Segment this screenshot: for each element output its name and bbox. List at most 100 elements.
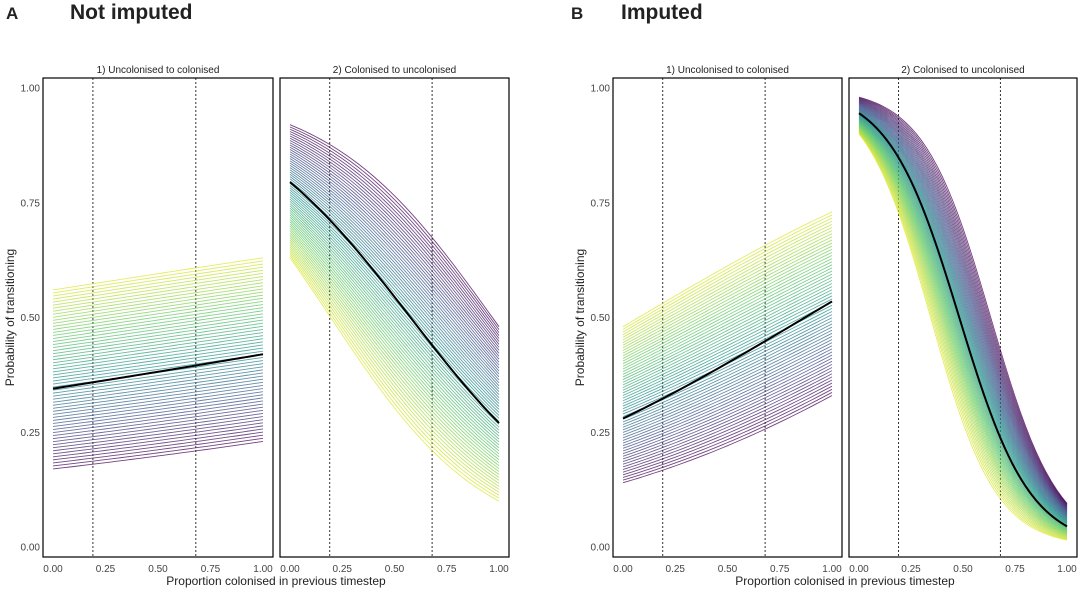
facet-strip-label: 2) Colonised to uncolonised <box>901 65 1024 76</box>
ensemble-line <box>858 102 1068 510</box>
ensemble-line <box>52 319 264 352</box>
ensemble-line <box>289 250 500 493</box>
ensemble-line <box>52 394 264 424</box>
ensemble-line <box>52 332 264 364</box>
ensemble-line <box>622 357 833 452</box>
ensemble-line <box>622 345 833 441</box>
ensemble-line <box>52 291 264 324</box>
ensemble-line <box>622 295 833 399</box>
ensemble-line <box>622 298 833 402</box>
facet-strip-label: 1) Uncolonised to colonised <box>666 65 789 76</box>
x-tick-label: 0.25 <box>333 564 353 575</box>
ensemble-line <box>858 120 1068 528</box>
ensemble-line <box>622 286 833 391</box>
ensemble-line <box>622 227 833 341</box>
ensemble-line <box>289 212 500 443</box>
ensemble-line <box>858 122 1068 530</box>
ensemble-line <box>52 341 264 373</box>
x-tick-label: 0.50 <box>148 564 168 575</box>
ensemble-line <box>858 104 1068 512</box>
ensemble-line <box>52 366 264 397</box>
x-axis-title: Proportion colonised in previous timeste… <box>166 574 386 588</box>
ensemble-line <box>622 339 833 436</box>
ensemble-line <box>858 98 1068 506</box>
ensemble-line <box>858 99 1068 507</box>
ensemble-line <box>622 335 833 433</box>
ensemble-line <box>858 131 1068 539</box>
x-tick-label: 0.50 <box>953 564 973 575</box>
ensemble-line <box>858 111 1068 519</box>
ensemble-line <box>289 203 500 431</box>
x-tick-label: 0.75 <box>201 564 221 575</box>
ensemble-line <box>858 126 1068 534</box>
ensemble-line <box>289 164 500 381</box>
ensemble-line <box>622 354 833 449</box>
ensemble-line <box>622 379 833 470</box>
panel-letter-b: B <box>571 4 584 23</box>
x-tick-label: 0.75 <box>770 564 790 575</box>
ensemble-line <box>52 344 264 376</box>
x-tick-label: 0.75 <box>437 564 457 575</box>
ensemble-line <box>289 187 500 410</box>
ensemble-line <box>52 335 264 367</box>
ensemble-line <box>289 149 500 360</box>
ensemble-line <box>52 419 264 449</box>
y-tick-label: 0.25 <box>21 428 41 439</box>
ensemble-line <box>622 373 833 465</box>
ensemble-line <box>289 167 500 384</box>
ensemble-line <box>289 171 500 390</box>
ensemble-line <box>622 276 833 383</box>
ensemble-line <box>52 269 264 303</box>
y-tick-label: 0.50 <box>591 313 611 324</box>
mean-line <box>52 353 264 390</box>
x-tick-label: 1.00 <box>489 564 509 575</box>
ensemble-line <box>289 198 500 425</box>
ensemble-line <box>622 230 833 343</box>
ensemble-line <box>52 282 264 315</box>
ensemble-line <box>858 108 1068 516</box>
ensemble-line <box>289 126 500 330</box>
ensemble-line <box>289 219 500 452</box>
ensemble-line <box>858 99 1068 507</box>
ensemble-line <box>289 140 500 348</box>
ensemble-line <box>52 428 264 458</box>
facet-border <box>279 77 510 558</box>
ensemble-line <box>289 216 500 449</box>
ensemble-line <box>858 121 1068 529</box>
ensemble-line <box>289 223 500 458</box>
ensemble-line <box>289 230 500 466</box>
ensemble-line <box>858 100 1068 508</box>
ensemble-line <box>622 273 833 380</box>
ensemble-line <box>52 322 264 355</box>
ensemble-line <box>622 220 833 336</box>
ensemble-line <box>289 151 500 363</box>
ensemble-line <box>52 409 264 440</box>
ensemble-line <box>289 146 500 357</box>
ensemble-line <box>289 158 500 372</box>
ensemble-line <box>289 124 500 327</box>
ensemble-line <box>858 129 1068 537</box>
ensemble-line <box>289 176 500 395</box>
ensemble-line <box>289 239 500 478</box>
facet-strip-label: 2) Colonised to uncolonised <box>333 65 456 76</box>
x-tick-label: 0.00 <box>43 564 63 575</box>
ensemble-line <box>52 304 264 336</box>
ensemble-line <box>622 251 833 362</box>
ensemble-line <box>622 211 833 328</box>
mean-line <box>289 181 500 424</box>
ensemble-line <box>52 437 264 467</box>
ensemble-line <box>289 207 500 437</box>
ensemble-line <box>622 360 833 455</box>
ensemble-line <box>289 153 500 366</box>
facet-border <box>848 77 1078 558</box>
ensemble-line <box>858 104 1068 512</box>
ensemble-line <box>52 260 264 294</box>
x-tick-label: 0.75 <box>1005 564 1025 575</box>
ensemble-line <box>622 329 833 428</box>
ensemble-line <box>52 285 264 318</box>
ensemble-line <box>52 325 264 358</box>
ensemble-line <box>289 225 500 461</box>
ensemble-line <box>52 434 264 464</box>
ensemble-line <box>52 266 264 300</box>
ensemble-line <box>622 388 833 478</box>
